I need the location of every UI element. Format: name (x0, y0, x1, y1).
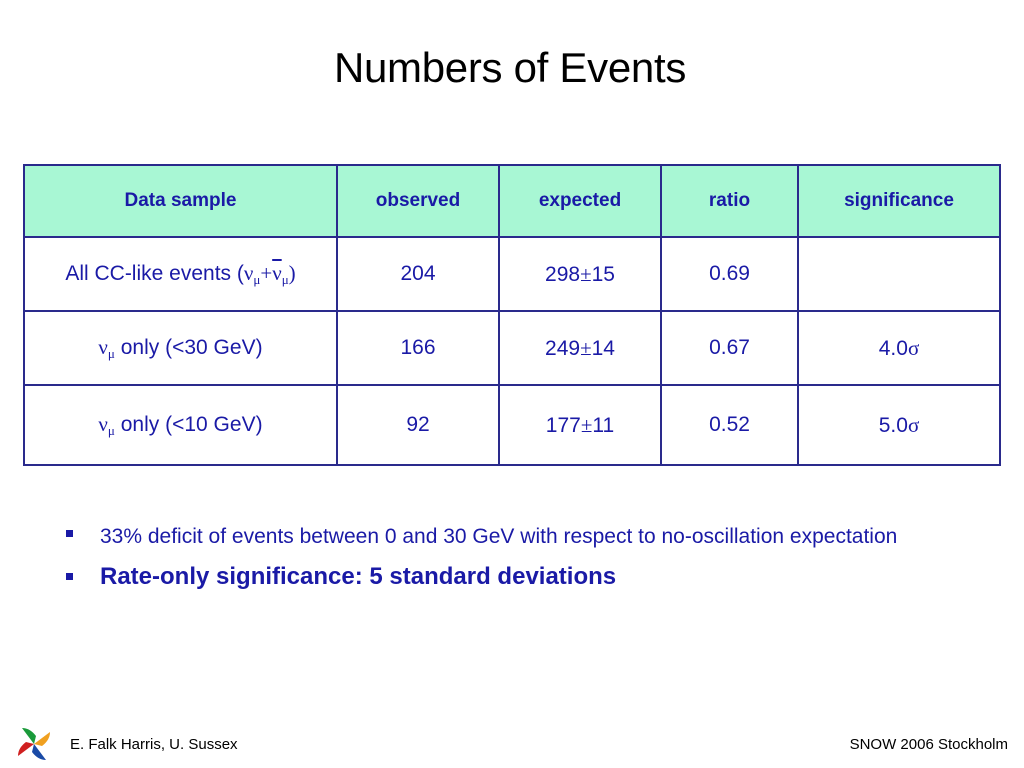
cell-ratio: 0.67 (660, 310, 799, 386)
sigma-symbol: σ (907, 335, 920, 360)
university-logo-icon (18, 728, 50, 760)
cell-data-sample: νμ only (<30 GeV) (23, 310, 338, 386)
cell-significance: 5.0σ (797, 384, 1001, 466)
mu-subscript: μ (253, 271, 261, 287)
square-bullet-icon (66, 530, 73, 537)
nu-symbol: ν (98, 334, 108, 359)
list-item: Rate-only significance: 5 standard devia… (60, 562, 960, 592)
cell-expected: 177±11 (498, 384, 662, 466)
cell-data-sample: νμ only (<10 GeV) (23, 384, 338, 466)
cell-observed: 92 (336, 384, 500, 466)
expected-error: 15 (591, 262, 615, 286)
cell-data-sample: All CC-like events (νμ+νμ) (23, 236, 338, 312)
plus-minus-symbol: ± (580, 261, 592, 286)
expected-value: 177 (545, 413, 581, 437)
header-data-sample: Data sample (23, 164, 338, 238)
table-row: All CC-like events (νμ+νμ) 204 298±15 0.… (23, 236, 1001, 312)
header-observed: observed (336, 164, 500, 238)
cell-significance: 4.0σ (797, 310, 1001, 386)
cell-observed: 166 (336, 310, 500, 386)
square-bullet-icon (66, 573, 73, 580)
cell-ratio: 0.69 (660, 236, 799, 312)
bullet-text: Rate-only significance: 5 standard devia… (100, 563, 617, 590)
events-table: Data sample observed expected ratio sign… (23, 164, 1001, 466)
nu-bar-symbol: ν (272, 260, 282, 285)
expected-value: 249 (545, 336, 581, 360)
table-row: νμ only (<10 GeV) 92 177±11 0.52 5.0σ (23, 384, 1001, 466)
nu-symbol: ν (98, 411, 108, 436)
sample-suffix: only (<30 GeV) (114, 335, 263, 359)
table-row: νμ only (<30 GeV) 166 249±14 0.67 4.0σ (23, 310, 1001, 386)
plus-minus-symbol: ± (580, 335, 592, 360)
nu-symbol: ν (243, 260, 254, 285)
footer-event: SNOW 2006 Stockholm (849, 736, 1008, 753)
mu-subscript: μ (281, 271, 289, 287)
cell-significance (797, 236, 1001, 312)
table-header-row: Data sample observed expected ratio sign… (23, 164, 1001, 238)
cell-expected: 298±15 (498, 236, 662, 312)
cell-observed: 204 (336, 236, 500, 312)
mu-subscript: μ (107, 345, 115, 361)
mu-subscript: μ (107, 422, 115, 438)
footer-authors: E. Falk Harris, U. Sussex (70, 736, 238, 753)
close-paren: ) (288, 260, 296, 285)
plus-minus-symbol: ± (580, 412, 593, 437)
sigma-symbol: σ (907, 412, 920, 437)
header-ratio: ratio (660, 164, 799, 238)
sample-suffix: only (<10 GeV) (114, 412, 263, 436)
significance-value: 5.0 (878, 413, 908, 437)
significance-value: 4.0 (878, 336, 908, 360)
header-significance: significance (797, 164, 1001, 238)
plus-symbol: + (260, 260, 273, 285)
bullet-list: 33% deficit of events between 0 and 30 G… (60, 522, 960, 592)
slide-title: Numbers of Events (333, 44, 687, 91)
sample-prefix: All CC-like events ( (65, 261, 244, 285)
list-item: 33% deficit of events between 0 and 30 G… (60, 522, 960, 552)
expected-error: 11 (592, 413, 615, 437)
cell-ratio: 0.52 (660, 384, 799, 466)
bullet-text: 33% deficit of events between 0 and 30 G… (100, 525, 898, 548)
expected-error: 14 (591, 336, 615, 360)
header-expected: expected (498, 164, 662, 238)
expected-value: 298 (545, 262, 581, 286)
cell-expected: 249±14 (498, 310, 662, 386)
